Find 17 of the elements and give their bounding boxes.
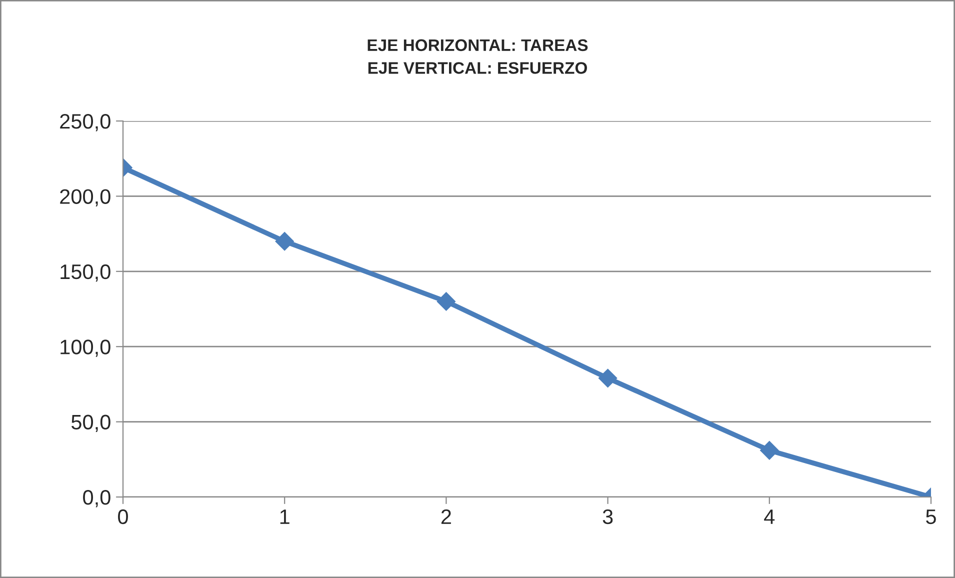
chart-title: EJE HORIZONTAL: TAREAS EJE VERTICAL: ESFUERZO [368,39,588,74]
y-tick-label: 0,0 [83,490,110,508]
x-tick-label: 4 [764,510,775,524]
point [598,368,618,388]
y-tick-label: 100,0 [60,340,110,357]
y-tick-label: 150,0 [60,264,110,282]
x-tick-label: 1 [280,510,290,524]
x-tick-label: 5 [926,510,936,524]
y-tick-label: 200,0 [60,189,110,206]
point [436,292,456,311]
y-tick-label: 250,0 [60,114,110,132]
x-tick-label: 2 [441,509,451,524]
point [275,232,294,251]
x-tick-label: 3 [602,509,613,524]
y-tick-label: 50,0 [71,414,110,432]
x-tick-label: 0 [118,509,128,524]
point [760,441,779,460]
